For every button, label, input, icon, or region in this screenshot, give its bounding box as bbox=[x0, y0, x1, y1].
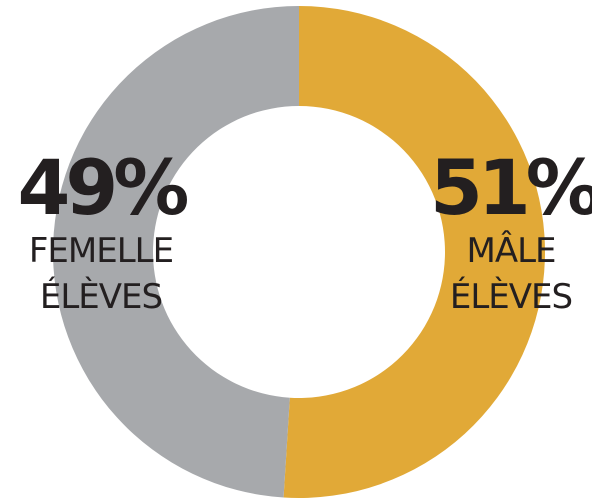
female-percent-label: 49% bbox=[17, 143, 190, 232]
female-students-label: ÉLÈVES bbox=[39, 277, 163, 317]
male-label-group: 51% MÂLE ÉLÈVES bbox=[430, 150, 592, 318]
female-slice bbox=[53, 6, 299, 498]
female-label-group: 49% FEMELLE ÉLÈVES bbox=[6, 150, 196, 318]
male-slice bbox=[283, 6, 546, 499]
female-category-label: FEMELLE bbox=[28, 231, 174, 271]
male-category-label: MÂLE bbox=[466, 231, 556, 271]
male-percent-label: 51% bbox=[430, 143, 592, 232]
male-students-label: ÉLÈVES bbox=[449, 277, 573, 317]
donut-slices bbox=[53, 6, 546, 499]
